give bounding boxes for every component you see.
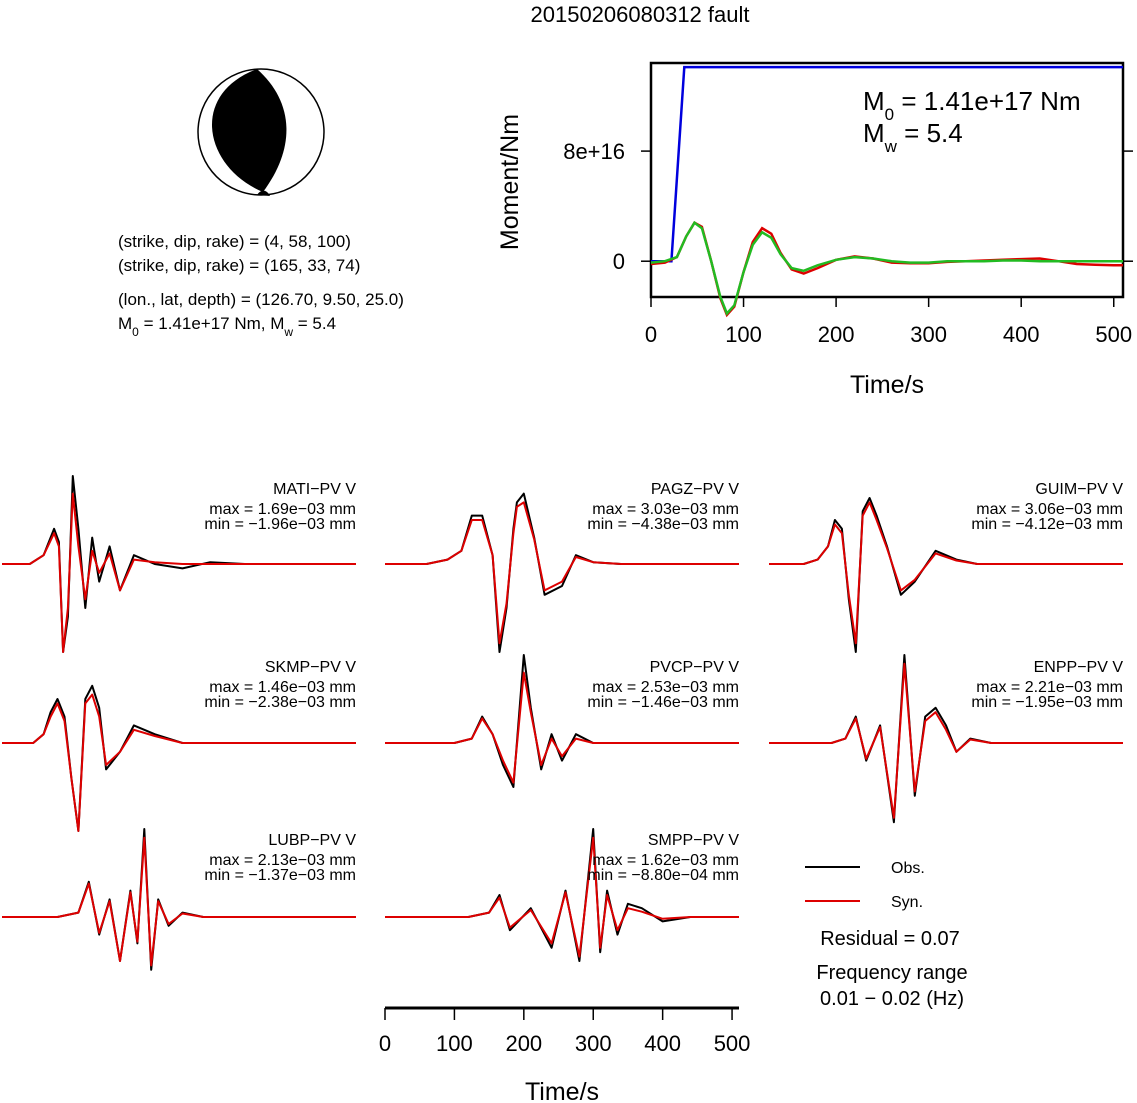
moment-function-plot: 0 100 200 300 400 500 0 8e+16 Time/s Moment/Nm… bbox=[496, 61, 1133, 399]
station-max: max = 2.53e−03 mm bbox=[592, 679, 739, 696]
moment-y-ticks: 0 8e+16 bbox=[563, 139, 1133, 274]
station-min: min = −4.38e−03 mm bbox=[587, 516, 739, 533]
plane-1-text: (strike, dip, rake) = (4, 58, 100) bbox=[118, 232, 351, 251]
station-min: min = −1.95e−03 mm bbox=[971, 694, 1123, 711]
synthetic-waveform bbox=[385, 836, 739, 958]
plane-2-text: (strike, dip, rake) = (165, 33, 74) bbox=[118, 256, 360, 275]
station-max: max = 1.62e−03 mm bbox=[592, 852, 739, 869]
station-name: ENPP−PV V bbox=[1034, 659, 1124, 676]
station-name: GUIM−PV V bbox=[1035, 481, 1123, 498]
moment-x-tick-label: 500 bbox=[1095, 322, 1132, 347]
synthetic-waveform bbox=[2, 836, 356, 967]
station-max: max = 2.21e−03 mm bbox=[976, 679, 1123, 696]
station-name: PAGZ−PV V bbox=[651, 481, 740, 498]
station-min: min = −2.38e−03 mm bbox=[204, 694, 356, 711]
moment-x-tick-label: 200 bbox=[818, 322, 855, 347]
synthetic-waveform bbox=[769, 501, 1123, 645]
frequency-range-label: Frequency range bbox=[816, 962, 967, 984]
station-min: min = −1.46e−03 mm bbox=[587, 694, 739, 711]
waveform-x-tick-label: 300 bbox=[575, 1031, 612, 1056]
beachball-compressional-lobe bbox=[211, 69, 287, 192]
synthetic-waveform bbox=[2, 693, 356, 832]
moment-y-axis-label: Moment/Nm bbox=[496, 114, 524, 250]
synthetic-waveform bbox=[769, 662, 1123, 819]
station-name: LUBP−PV V bbox=[268, 832, 356, 849]
moment-x-tick-label: 0 bbox=[645, 322, 657, 347]
station-name: SKMP−PV V bbox=[265, 659, 356, 676]
station-min: min = −1.96e−03 mm bbox=[204, 516, 356, 533]
station-name: SMPP−PV V bbox=[648, 832, 739, 849]
frequency-range-value: 0.01 − 0.02 (Hz) bbox=[820, 988, 964, 1010]
synthetic-waveform bbox=[385, 671, 739, 784]
station-min: min = −1.37e−03 mm bbox=[204, 867, 356, 884]
moment-y-tick-label: 0 bbox=[613, 249, 625, 274]
station-min: min = −4.12e−03 mm bbox=[971, 516, 1123, 533]
legend-obs-label: Obs. bbox=[891, 860, 925, 877]
location-text: (lon., lat, depth) = (126.70, 9.50, 25.0… bbox=[118, 290, 404, 309]
waveform-time-axis: 0 100 200 300 400 500 Time/s bbox=[379, 1006, 751, 1103]
station-min: min = −8.80e−04 mm bbox=[587, 867, 739, 884]
station-max: max = 2.13e−03 mm bbox=[209, 852, 356, 869]
waveform-x-tick-label: 0 bbox=[379, 1031, 391, 1056]
station-max: max = 3.03e−03 mm bbox=[592, 501, 739, 518]
moment-series-group bbox=[650, 65, 1123, 318]
legend-syn-label: Syn. bbox=[891, 894, 923, 911]
waveform-x-tick-label: 400 bbox=[644, 1031, 681, 1056]
moment-x-tick-label: 100 bbox=[725, 322, 762, 347]
station-max: max = 1.69e−03 mm bbox=[209, 501, 356, 518]
station-max: max = 1.46e−03 mm bbox=[209, 679, 356, 696]
station-max: max = 3.06e−03 mm bbox=[976, 501, 1123, 518]
moment-x-tick-label: 300 bbox=[910, 322, 947, 347]
moment-x-ticks: 0 100 200 300 400 500 bbox=[645, 297, 1132, 347]
synthetic-waveform bbox=[2, 492, 356, 653]
moment-x-axis-label: Time/s bbox=[850, 371, 924, 399]
moment-x-tick-label: 400 bbox=[1003, 322, 1040, 347]
moment-y-tick-label: 8e+16 bbox=[563, 139, 625, 164]
waveform-x-axis-label: Time/s bbox=[525, 1078, 599, 1103]
station-name: MATI−PV V bbox=[273, 481, 356, 498]
moment-plot-frame bbox=[649, 61, 1125, 299]
station-name: PVCP−PV V bbox=[650, 659, 740, 676]
figure-title: 20150206080312 fault bbox=[531, 2, 750, 27]
moment-m0-annotation: M0 = 1.41e+17 Nm bbox=[863, 86, 1081, 124]
focal-mechanism-beachball bbox=[197, 68, 325, 196]
moment-series-2 bbox=[650, 220, 1123, 316]
legend: Obs. Syn. bbox=[805, 860, 925, 911]
waveform-x-tick-label: 100 bbox=[436, 1031, 473, 1056]
beachball-small-lobe bbox=[257, 190, 270, 196]
moment-summary-text: M0 = 1.41e+17 Nm, Mw = 5.4 bbox=[118, 314, 336, 339]
waveform-x-ticks: 0 100 200 300 400 500 bbox=[379, 1008, 751, 1056]
observed-waveform bbox=[385, 828, 739, 962]
residual-text: Residual = 0.07 bbox=[820, 928, 960, 950]
moment-mw-annotation: Mw = 5.4 bbox=[863, 118, 963, 156]
observed-waveform bbox=[2, 828, 356, 971]
waveform-x-tick-label: 500 bbox=[714, 1031, 751, 1056]
synthetic-waveform bbox=[385, 501, 739, 645]
waveform-x-tick-label: 200 bbox=[505, 1031, 542, 1056]
